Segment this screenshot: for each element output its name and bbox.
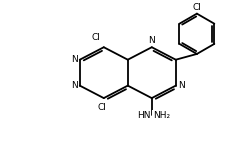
Text: N: N <box>71 55 78 64</box>
Text: Cl: Cl <box>193 3 201 12</box>
Text: NH₂: NH₂ <box>153 111 170 120</box>
Text: N: N <box>71 81 78 90</box>
Text: Cl: Cl <box>91 33 100 42</box>
Text: N: N <box>148 36 155 45</box>
Text: N: N <box>178 81 184 90</box>
Text: HN: HN <box>137 111 151 120</box>
Text: Cl: Cl <box>98 103 106 112</box>
